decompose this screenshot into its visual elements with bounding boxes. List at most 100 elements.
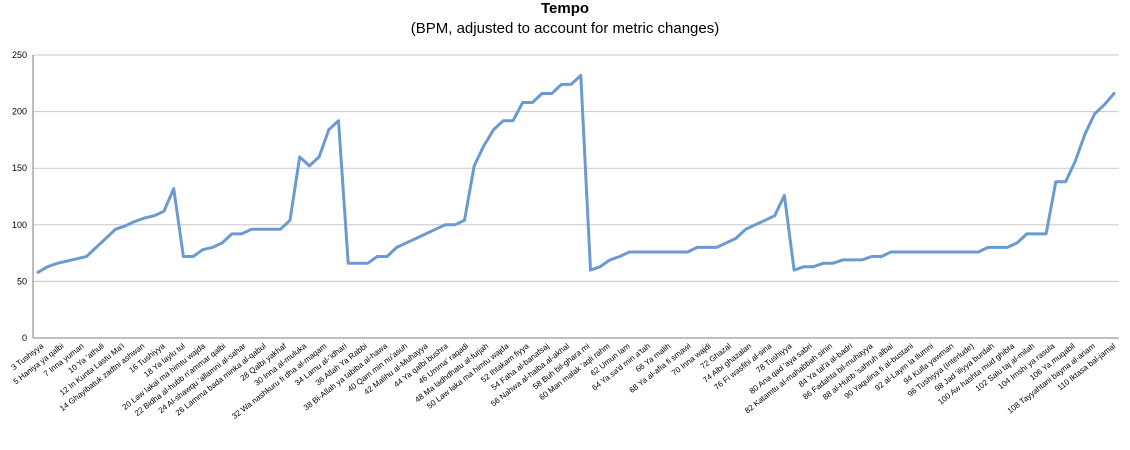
data-point [298, 155, 301, 159]
data-point [211, 246, 214, 249]
data-point [337, 119, 340, 122]
data-point [938, 250, 941, 254]
data-point [424, 232, 427, 236]
data-point [221, 241, 224, 245]
y-tick-label: 0 [22, 333, 27, 343]
data-point [434, 228, 437, 231]
data-point [792, 268, 796, 272]
data-point [327, 128, 330, 131]
data-point [172, 187, 175, 190]
data-point [870, 255, 873, 258]
data-point [705, 246, 709, 249]
data-point [763, 219, 767, 222]
data-point [686, 250, 689, 254]
data-point [1074, 160, 1077, 163]
data-point [153, 214, 156, 217]
data-point [502, 119, 505, 122]
data-point [114, 228, 117, 231]
data-point [589, 268, 592, 272]
data-point [85, 255, 88, 258]
chart-title: Tempo [540, 0, 590, 17]
data-point [240, 232, 243, 236]
series-layer [36, 73, 1116, 274]
data-point [191, 255, 195, 258]
data-point [957, 250, 961, 254]
data-point [676, 250, 679, 254]
data-point [899, 250, 902, 254]
data-point [95, 246, 98, 249]
data-point [259, 228, 263, 231]
data-point [909, 250, 912, 254]
data-point [812, 265, 815, 268]
data-point [637, 250, 641, 254]
data-point [841, 258, 844, 262]
data-point [385, 255, 389, 258]
data-point [1025, 232, 1029, 236]
data-point [182, 255, 185, 258]
data-point [851, 258, 854, 262]
data-point [405, 241, 408, 245]
data-point [133, 220, 137, 223]
data-point [1015, 241, 1019, 245]
data-point [1054, 180, 1058, 183]
data-point [715, 246, 718, 249]
data-point [1035, 232, 1038, 236]
data-point [977, 250, 980, 254]
data-point [560, 83, 563, 86]
data-point [802, 265, 805, 268]
data-point [647, 250, 650, 254]
data-point [657, 250, 660, 254]
data-point [570, 83, 573, 86]
data-point [918, 250, 922, 254]
data-point [288, 219, 292, 222]
data-point [1093, 112, 1096, 116]
data-point [734, 237, 738, 240]
y-axis-tick-labels: 0 50 100 150 200 250 [12, 50, 27, 343]
data-point [521, 101, 524, 104]
data-point [550, 92, 553, 95]
data-point [540, 92, 544, 95]
data-point [201, 248, 204, 251]
data-point [986, 246, 990, 249]
data-point [104, 237, 108, 240]
data-point [599, 265, 602, 268]
data-point [1103, 103, 1106, 107]
data-point [666, 250, 670, 254]
data-point [822, 262, 825, 265]
data-point [356, 262, 360, 265]
data-point [56, 262, 59, 265]
data-point [1006, 246, 1009, 249]
axes [32, 55, 1119, 339]
data-point [75, 257, 79, 260]
data-point [618, 255, 621, 258]
data-point [754, 223, 757, 226]
data-point [347, 262, 350, 265]
data-point [628, 250, 631, 254]
data-point [65, 259, 69, 263]
y-tick-label: 100 [12, 220, 27, 230]
tempo-series-line [36, 73, 1116, 274]
data-point [366, 262, 369, 265]
data-point [531, 101, 534, 104]
chart-subtitle: (BPM, adjusted to account for metric cha… [410, 20, 720, 37]
data-point [36, 271, 40, 274]
data-point [414, 237, 418, 240]
data-point [511, 119, 515, 122]
data-point [143, 216, 146, 220]
data-point [889, 250, 893, 254]
y-tick-label: 250 [12, 50, 27, 60]
data-point [967, 250, 970, 254]
data-point [230, 232, 234, 236]
data-point [996, 246, 999, 249]
data-point [608, 258, 612, 262]
data-point [1083, 133, 1087, 136]
data-point [725, 241, 728, 245]
data-point [473, 164, 476, 168]
data-point [1112, 92, 1116, 95]
data-point [308, 164, 311, 168]
data-point [279, 228, 282, 231]
data-point [46, 265, 49, 268]
data-point [783, 194, 786, 197]
